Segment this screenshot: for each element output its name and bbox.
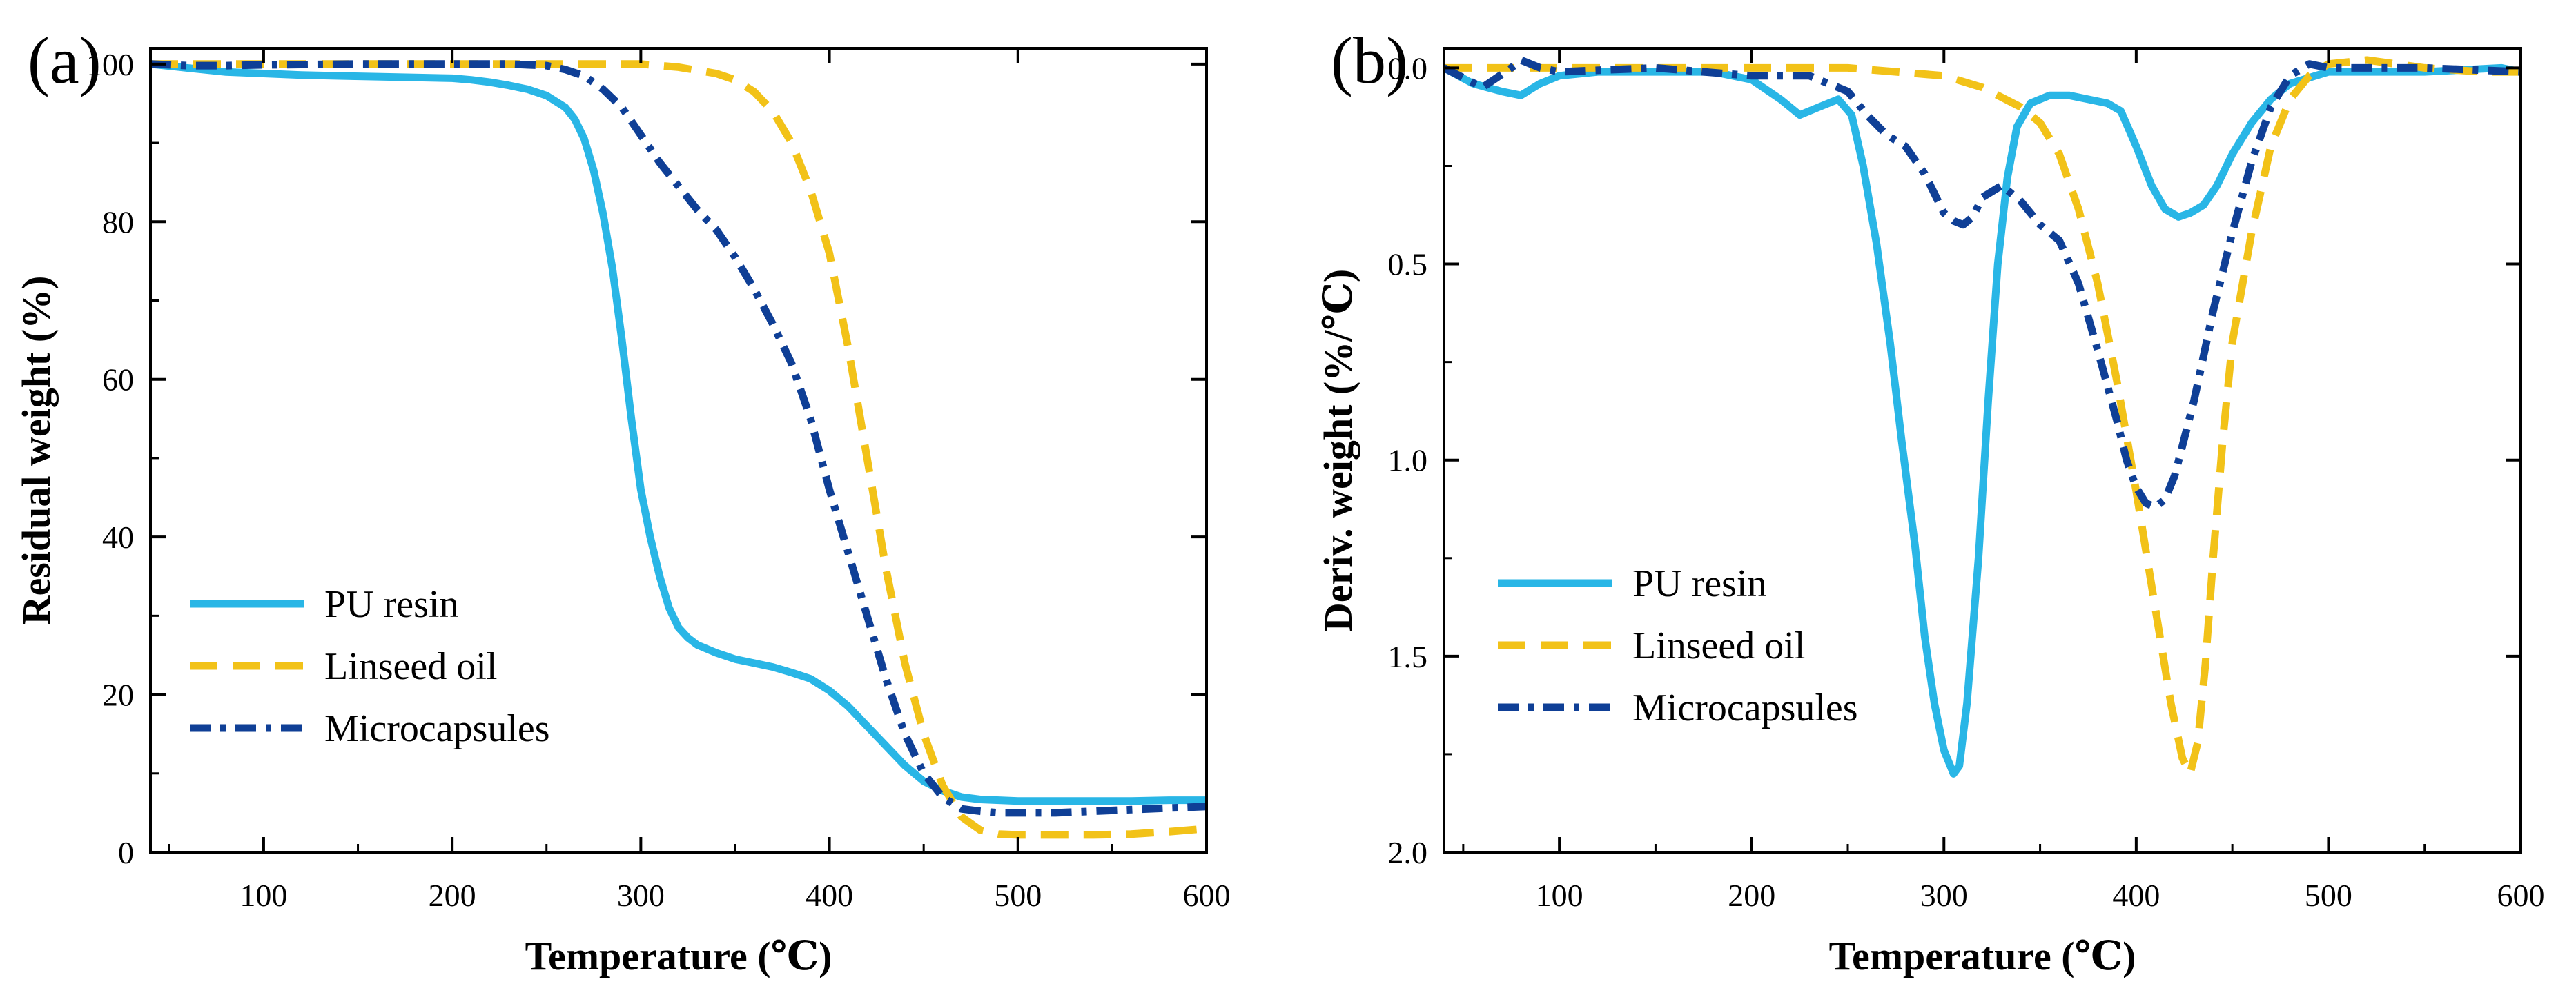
y-tick-label: 60	[102, 362, 134, 397]
panel-label: (b)	[1331, 23, 1408, 97]
series-line-microcapsules	[1444, 56, 2521, 511]
y-tick-label: 0.5	[1388, 247, 1428, 282]
x-tick-label: 300	[1920, 878, 1968, 913]
y-tick-label: 1.5	[1388, 639, 1428, 674]
series-line-pu-resin	[150, 60, 1207, 805]
x-tick-label: 300	[617, 878, 665, 913]
series-line-microcapsules	[150, 60, 1207, 817]
x-tick-label: 100	[240, 878, 287, 913]
x-tick-label: 400	[806, 878, 853, 913]
y-tick-label: 20	[102, 678, 134, 713]
y-axis-title: Deriv. weight (%/℃)	[1316, 269, 1360, 631]
y-tick-label: 2.0	[1388, 835, 1428, 870]
x-tick-label: 100	[1536, 878, 1583, 913]
series-line-linseed-oil	[150, 60, 1207, 839]
legend-entry: Microcapsules	[1632, 687, 1858, 729]
legend-entry: Microcapsules	[324, 707, 550, 750]
x-tick-label: 500	[2305, 878, 2352, 913]
series-line-linseed-oil	[1444, 56, 2521, 778]
y-axis-title: Residual weight (%)	[14, 276, 59, 625]
legend-entry: Linseed oil	[324, 645, 497, 688]
panel-label: (a)	[28, 23, 101, 97]
y-tick-label: 80	[102, 204, 134, 239]
legend-entry: Linseed oil	[1632, 624, 1805, 667]
series-group	[150, 60, 1207, 839]
panel-b: (b) 100 200 300 400 500 600 0.0 0.5 1.0 1.5 2.0 Temp…	[1316, 23, 2545, 978]
x-axis-title: Temperature (℃)	[1829, 934, 2136, 978]
series-group	[1444, 56, 2521, 778]
x-tick-label: 600	[2497, 878, 2545, 913]
plot-frame	[1443, 47, 2522, 854]
y-tick-label: 40	[102, 520, 134, 555]
x-tick-label: 400	[2112, 878, 2160, 913]
legend-entry: PU resin	[1632, 562, 1766, 605]
x-tick-label: 200	[1728, 878, 1775, 913]
x-tick-label: 200	[429, 878, 476, 913]
x-tick-label: 600	[1183, 878, 1231, 913]
y-tick-label: 1.0	[1388, 443, 1428, 478]
panel-a: (a)100 200 300 400 500 600020406080100Tempera…	[14, 23, 1231, 978]
plot-frame	[149, 47, 1208, 854]
series-line-pu-resin	[1444, 63, 2521, 778]
y-tick-label: 0.0	[1388, 50, 1428, 86]
y-tick-label: 100	[86, 47, 134, 82]
y-tick-label: 0	[118, 835, 134, 870]
legend-entry: PU resin	[324, 583, 458, 626]
x-axis-title: Temperature (℃)	[525, 934, 832, 978]
x-tick-label: 500	[994, 878, 1042, 913]
